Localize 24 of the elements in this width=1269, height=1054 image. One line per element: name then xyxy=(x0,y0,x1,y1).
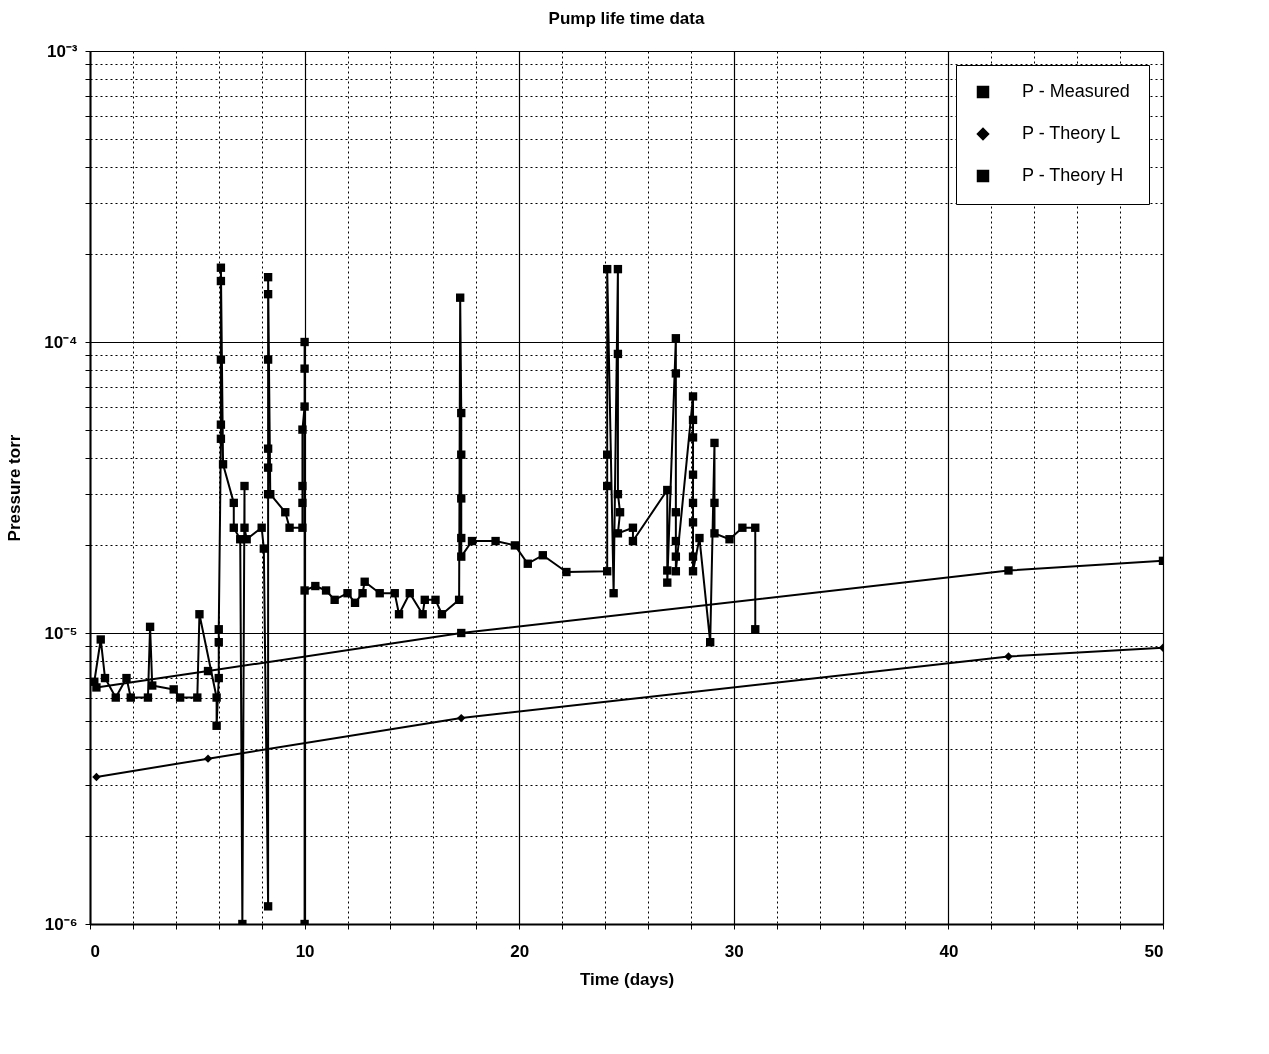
legend-label: P - Theory L xyxy=(1022,123,1121,143)
x-tick-label: 40 xyxy=(939,941,959,961)
x-tick-label: 20 xyxy=(510,941,530,961)
x-tick-label: 0 xyxy=(90,941,100,961)
y-tick-label: 10⁻⁵ xyxy=(44,623,78,643)
y-axis-title: Pressure torr xyxy=(5,434,25,542)
x-axis-title: Time (days) xyxy=(579,969,675,989)
x-tick-label: 50 xyxy=(1144,941,1164,961)
point xyxy=(203,754,213,763)
chart-title: Pump life time data xyxy=(548,9,705,28)
point xyxy=(457,713,466,723)
point xyxy=(1004,566,1013,575)
point xyxy=(1004,652,1013,661)
legend-label: P - Measured xyxy=(1022,81,1130,101)
x-tick-label: 30 xyxy=(724,941,744,961)
y-tick-label: 10⁻³ xyxy=(46,41,78,61)
point xyxy=(457,628,466,638)
legend-label: P - Theory H xyxy=(1022,165,1124,185)
x-tick-label: 10 xyxy=(295,941,315,961)
y-tick-label: 10⁻⁶ xyxy=(44,914,78,934)
point xyxy=(92,683,101,692)
y-tick-label: 10⁻⁴ xyxy=(44,332,78,352)
point xyxy=(92,772,101,782)
point xyxy=(203,666,213,676)
